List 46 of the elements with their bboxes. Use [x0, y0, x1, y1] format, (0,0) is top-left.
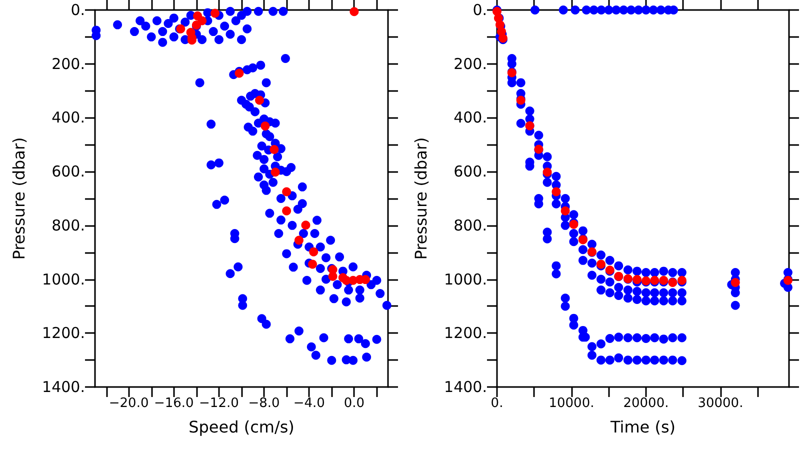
- y-tick-label: 1400.: [42, 378, 85, 396]
- point: [301, 220, 310, 230]
- point: [282, 187, 292, 196]
- x-tick-label: −4.0: [293, 396, 325, 411]
- x-tick-label: −8.0: [248, 396, 280, 411]
- point: [210, 8, 220, 18]
- point: [328, 272, 338, 281]
- y-tick-label: 1000.: [444, 270, 487, 288]
- y-tick-label: 800.: [454, 216, 487, 234]
- y-tick-label: 200.: [454, 54, 487, 73]
- x-tick-label: −20.0: [108, 396, 149, 411]
- x-tick-label: −16.0: [154, 396, 194, 411]
- y-tick-label: 1200.: [42, 324, 85, 342]
- x-axis-title: Time (s): [609, 418, 676, 436]
- point: [309, 247, 318, 256]
- y-tick-label: 600.: [454, 162, 487, 181]
- x-tick-label: 30000.: [698, 396, 744, 411]
- point: [294, 236, 304, 245]
- point: [260, 122, 270, 131]
- point: [552, 187, 561, 196]
- y-axis-title: Pressure (dbar): [412, 137, 430, 260]
- point: [270, 168, 280, 177]
- point: [730, 278, 740, 288]
- x-tick-label: 20000.: [623, 396, 669, 411]
- point: [560, 206, 570, 216]
- point: [282, 206, 292, 216]
- y-tick-label: 1200.: [444, 324, 487, 342]
- x-tick-label: −12.0: [199, 396, 239, 411]
- y-tick-label: 400.: [454, 108, 487, 127]
- y-tick-label: 1000.: [42, 270, 85, 288]
- point: [308, 260, 317, 269]
- y-tick-label: 0.: [472, 1, 487, 19]
- y-tick-label: 200.: [52, 54, 85, 73]
- y-axis-title: Pressure (dbar): [10, 137, 28, 260]
- x-tick-label: 0.: [490, 396, 504, 411]
- y-tick-label: 600.: [52, 162, 85, 181]
- y-tick-label: 800.: [52, 216, 85, 234]
- point: [350, 7, 359, 16]
- point: [255, 96, 264, 105]
- x-tick-label: 10000.: [548, 396, 594, 411]
- point: [270, 144, 279, 154]
- y-tick-label: 0.: [70, 1, 85, 19]
- x-axis-title: Speed (cm/s): [188, 418, 294, 436]
- y-tick-label: 1400.: [444, 378, 487, 396]
- y-tick-label: 400.: [52, 108, 85, 127]
- x-tick-label: 0.0: [344, 396, 365, 411]
